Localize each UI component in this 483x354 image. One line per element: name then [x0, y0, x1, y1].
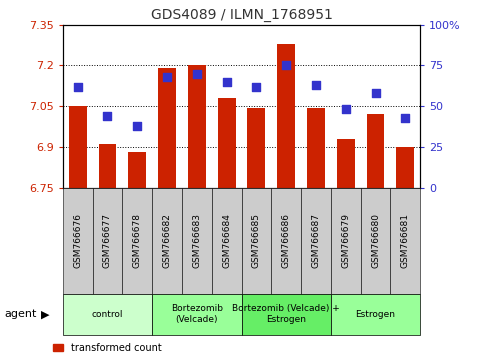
Text: control: control [92, 310, 123, 319]
Bar [158, 68, 176, 188]
Point [163, 74, 171, 80]
Text: Bortezomib (Velcade) +
Estrogen: Bortezomib (Velcade) + Estrogen [232, 304, 340, 324]
Text: GSM766687: GSM766687 [312, 213, 320, 268]
Point [104, 113, 112, 119]
Text: GSM766679: GSM766679 [341, 213, 350, 268]
Text: GSM766681: GSM766681 [401, 213, 410, 268]
Point [74, 84, 82, 90]
Bar [277, 44, 295, 188]
Bar [188, 65, 206, 188]
Bar [247, 108, 265, 188]
Text: agent: agent [5, 309, 37, 319]
Text: Estrogen: Estrogen [355, 310, 396, 319]
Bar [69, 106, 86, 188]
Text: GSM766677: GSM766677 [103, 213, 112, 268]
Text: ▶: ▶ [41, 309, 50, 319]
Legend: transformed count, percentile rank within the sample: transformed count, percentile rank withi… [53, 343, 236, 354]
Point [372, 90, 380, 96]
Text: GSM766682: GSM766682 [163, 213, 171, 268]
Point [253, 84, 260, 90]
Text: GSM766683: GSM766683 [192, 213, 201, 268]
Bar [397, 147, 414, 188]
Bar [307, 108, 325, 188]
Bar [99, 144, 116, 188]
Point [401, 115, 409, 120]
Point [282, 63, 290, 68]
Bar [218, 98, 236, 188]
Point [223, 79, 230, 85]
Text: GSM766676: GSM766676 [73, 213, 82, 268]
Point [342, 107, 350, 112]
Text: GSM766686: GSM766686 [282, 213, 291, 268]
Text: GSM766678: GSM766678 [133, 213, 142, 268]
Title: GDS4089 / ILMN_1768951: GDS4089 / ILMN_1768951 [151, 8, 332, 22]
Bar [367, 114, 384, 188]
Text: GSM766680: GSM766680 [371, 213, 380, 268]
Point [133, 123, 141, 129]
Text: Bortezomib
(Velcade): Bortezomib (Velcade) [171, 304, 223, 324]
Text: GSM766685: GSM766685 [252, 213, 261, 268]
Text: GSM766684: GSM766684 [222, 213, 231, 268]
Point [312, 82, 320, 88]
Bar [128, 152, 146, 188]
Point [193, 71, 201, 76]
Bar [337, 139, 355, 188]
